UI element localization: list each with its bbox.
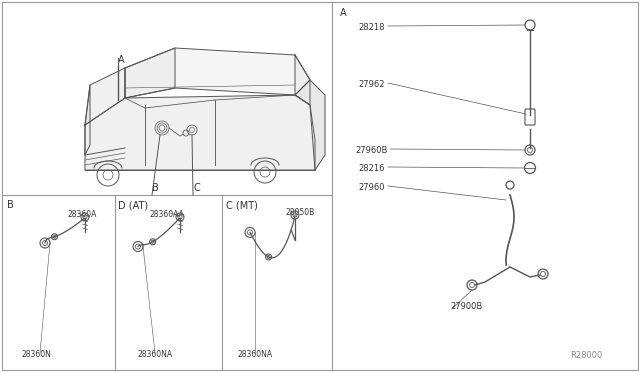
Text: 28360N: 28360N [22, 350, 52, 359]
Text: 27900B: 27900B [450, 302, 483, 311]
Text: 27960: 27960 [358, 183, 385, 192]
Text: B: B [152, 183, 159, 193]
Text: A: A [118, 55, 125, 65]
Text: 27962: 27962 [358, 80, 385, 89]
Text: 28218: 28218 [358, 23, 385, 32]
Text: A: A [340, 8, 347, 18]
Polygon shape [295, 55, 310, 105]
Text: C: C [193, 183, 200, 193]
Text: 28360NA: 28360NA [138, 350, 173, 359]
Text: 28050B: 28050B [285, 208, 314, 217]
Polygon shape [125, 48, 310, 98]
Polygon shape [85, 85, 90, 155]
Text: 28360AA: 28360AA [150, 210, 185, 219]
Text: B: B [7, 200, 13, 210]
Text: C (MT): C (MT) [226, 200, 258, 210]
Polygon shape [85, 95, 315, 170]
Text: 27960B: 27960B [355, 146, 387, 155]
Polygon shape [125, 48, 175, 98]
Text: R28000: R28000 [570, 351, 602, 360]
Text: 28360NA: 28360NA [237, 350, 272, 359]
Text: 28216: 28216 [358, 164, 385, 173]
Text: D (AT): D (AT) [118, 200, 148, 210]
Polygon shape [295, 80, 325, 170]
Text: 28360A: 28360A [68, 210, 97, 219]
Polygon shape [85, 68, 125, 125]
